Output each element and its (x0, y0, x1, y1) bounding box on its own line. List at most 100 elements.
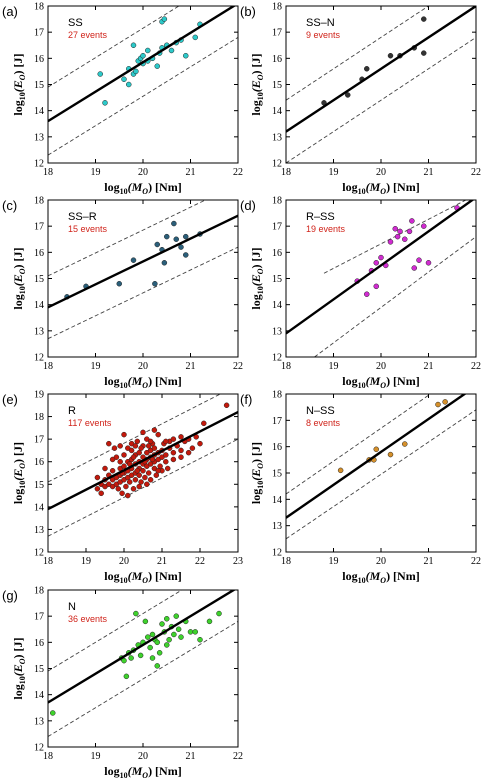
y-axis-label-varsub: O (18, 463, 27, 469)
x-axis-label-sub: 10 (120, 771, 128, 780)
y-axis-label-var: (E (11, 80, 25, 92)
y-axis-label: log10(EO) [J] (249, 442, 265, 504)
x-axis-label-varsub: O (142, 187, 148, 196)
fit-line (48, 410, 238, 511)
x-axis-label: log10(MO) [Nm] (104, 764, 181, 780)
data-point (115, 486, 122, 492)
y-tick-label: 16 (272, 442, 282, 453)
data-point (163, 438, 169, 445)
x-tick-label: 22 (233, 361, 243, 372)
y-axis-label-unit: ) [J] (249, 53, 263, 74)
y-tick-label: 16 (34, 638, 44, 649)
data-point (106, 440, 112, 447)
data-point (140, 429, 146, 436)
x-tick-label: 21 (424, 361, 434, 372)
data-point (178, 634, 184, 640)
data-point (223, 402, 230, 409)
data-point (136, 472, 142, 479)
x-tick-label: 18 (281, 167, 291, 178)
data-point (121, 452, 127, 458)
data-point (154, 663, 160, 669)
x-axis-label-var: (M (128, 569, 143, 583)
x-axis-label-varsub: O (380, 381, 386, 390)
plot-area (48, 6, 238, 156)
data-point (94, 486, 101, 492)
x-tick-label: 22 (233, 167, 243, 178)
category-label: R–SS (306, 211, 335, 223)
y-tick-label: 16 (34, 457, 44, 468)
data-point (102, 100, 108, 106)
plot-area (48, 394, 238, 537)
y-tick-label: 17 (34, 435, 44, 446)
data-point (134, 438, 141, 445)
y-tick-label: 13 (34, 716, 44, 727)
x-tick-label: 18 (43, 556, 53, 567)
x-tick-label: 23 (233, 556, 243, 567)
data-point (173, 236, 179, 242)
y-axis-label-base: log (249, 100, 263, 115)
data-point (394, 233, 401, 240)
lower-bound-line (286, 409, 476, 540)
data-point (134, 467, 141, 474)
y-tick-label: 16 (272, 248, 282, 259)
data-point (133, 68, 139, 75)
y-tick-label: 18 (272, 2, 282, 13)
x-tick-label: 21 (186, 751, 196, 762)
data-point (189, 445, 196, 451)
data-point (163, 458, 169, 465)
x-axis-label-unit: ) [Nm] (148, 764, 182, 778)
data-point (130, 454, 137, 460)
data-point (109, 456, 116, 463)
y-tick-label: 12 (272, 353, 282, 364)
x-axis-label-unit: ) [Nm] (386, 180, 420, 194)
y-axis-label-base: log (249, 294, 263, 309)
x-tick-label: 19 (91, 361, 101, 372)
data-point (402, 441, 408, 447)
x-tick-label: 19 (81, 556, 91, 567)
plot-area (286, 200, 476, 357)
x-axis-label-base: log (104, 374, 119, 388)
data-point (157, 463, 163, 469)
event-count: 15 events (68, 224, 108, 234)
data-point (145, 443, 152, 449)
y-axis-label-var: (E (249, 80, 263, 92)
data-point (373, 283, 379, 290)
y-axis-label-varsub: O (18, 658, 27, 664)
y-tick-label: 16 (272, 54, 282, 65)
data-point (161, 260, 168, 266)
x-tick-label: 19 (329, 167, 339, 178)
data-point (117, 458, 123, 465)
fit-line (286, 6, 476, 133)
data-point (416, 257, 422, 263)
data-point (121, 76, 127, 83)
panel-letter: (a) (2, 4, 18, 19)
data-point (345, 92, 351, 98)
y-axis-label: log10(EO) [J] (249, 53, 265, 115)
y-tick-label: 14 (34, 690, 44, 701)
data-point (175, 626, 182, 632)
x-axis-label: log10(MO) [Nm] (104, 569, 181, 585)
y-axis-label-var: (E (249, 469, 263, 481)
y-tick-label: 13 (272, 132, 282, 143)
y-tick-label: 15 (272, 274, 282, 285)
data-point (128, 447, 135, 454)
panel-letter: (g) (2, 588, 18, 603)
data-point (164, 465, 171, 472)
data-point (154, 241, 160, 248)
x-axis-label-var: (M (128, 180, 143, 194)
data-point (154, 639, 160, 646)
data-point (187, 629, 194, 635)
data-point (421, 50, 427, 56)
x-axis-label-sub: 10 (120, 381, 128, 390)
panel-letter: (c) (2, 198, 17, 213)
y-tick-label: 17 (34, 28, 44, 39)
data-point (197, 440, 203, 447)
x-tick-label: 20 (138, 751, 148, 762)
panel-letter: (f) (240, 392, 252, 407)
data-point (178, 434, 184, 440)
data-point (138, 445, 144, 451)
data-point (387, 52, 394, 59)
